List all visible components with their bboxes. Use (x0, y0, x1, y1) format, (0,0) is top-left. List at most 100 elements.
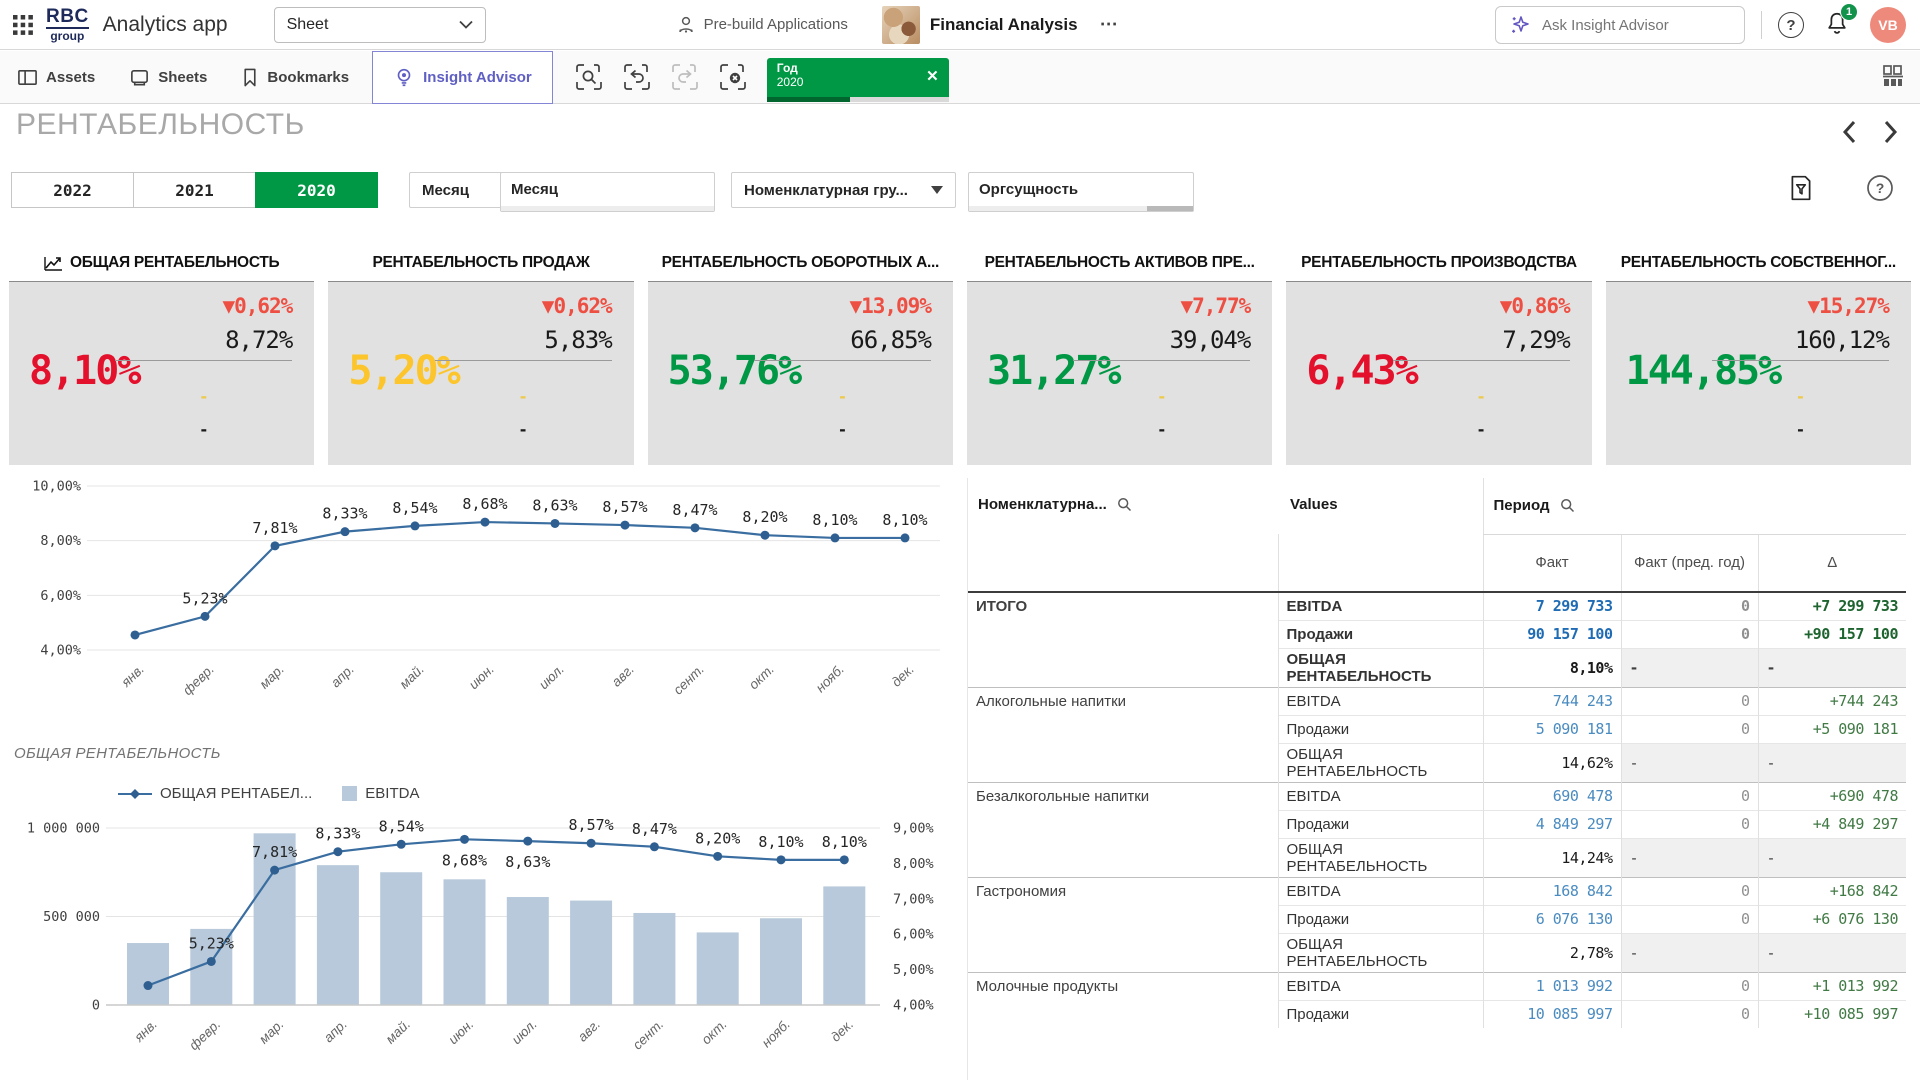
group-name-cell[interactable]: Безалкогольные напитки (968, 781, 1278, 877)
fact-cell[interactable]: 4 849 297 (1482, 809, 1621, 838)
prev-year-cell[interactable]: 0 (1620, 904, 1758, 933)
measure-cell[interactable]: ОБЩАЯ РЕНТАБЕЛЬНОСТЬ (1277, 647, 1483, 687)
delta-cell[interactable]: - (1757, 932, 1906, 972)
delta-cell[interactable]: +6 076 130 (1757, 904, 1906, 933)
sheet-help-button[interactable]: ? (1866, 174, 1894, 202)
kpi-card-1[interactable]: РЕНТАБЕЛЬНОСТЬ ПРОДАЖ 5,20% ▼0,62% 5,83% - - (328, 245, 634, 465)
scrollbar-thumb[interactable] (1147, 206, 1193, 211)
measure-cell[interactable]: ОБЩАЯ РЕНТАБЕЛЬНОСТЬ (1277, 932, 1483, 972)
measure-cell[interactable]: Продажи (1277, 999, 1483, 1028)
year-button-2022[interactable]: 2022 (11, 172, 134, 208)
bookmarks-button[interactable]: Bookmarks (224, 51, 366, 103)
fact-cell[interactable]: 6 076 130 (1482, 904, 1621, 933)
kpi-card-4[interactable]: РЕНТАБЕЛЬНОСТЬ ПРОИЗВОДСТВА 6,43% ▼0,86% 7,… (1286, 245, 1592, 465)
group-name-cell[interactable]: Алкогольные напитки (968, 686, 1278, 782)
delta-cell[interactable]: +168 842 (1757, 876, 1906, 905)
fact-cell[interactable]: 90 157 100 (1482, 619, 1621, 648)
sheet-selector-dropdown[interactable]: Sheet (273, 6, 486, 43)
user-avatar[interactable]: VB (1870, 7, 1906, 43)
measure-cell[interactable]: EBITDA (1277, 686, 1483, 715)
fact-cell[interactable]: 7 299 733 (1482, 591, 1621, 620)
more-options-button[interactable]: ⋯ (1099, 14, 1120, 34)
delta-cell[interactable]: +7 299 733 (1757, 591, 1906, 620)
next-sheet-button[interactable] (1883, 120, 1898, 144)
prebuild-applications-link[interactable]: Pre-build Applications (676, 15, 848, 35)
search-icon[interactable] (1117, 497, 1132, 512)
measure-cell[interactable]: Продажи (1277, 809, 1483, 838)
listbox-scrollbar[interactable] (501, 206, 714, 211)
step-back-button[interactable] (623, 63, 651, 91)
prev-year-cell[interactable]: 0 (1620, 686, 1758, 715)
fact-cell[interactable]: 14,62% (1482, 742, 1621, 782)
search-icon[interactable] (1560, 498, 1575, 513)
measure-cell[interactable]: EBITDA (1277, 591, 1483, 620)
measure-cell[interactable]: EBITDA (1277, 876, 1483, 905)
fact-cell[interactable]: 10 085 997 (1482, 999, 1621, 1028)
prev-year-cell[interactable]: 0 (1620, 619, 1758, 648)
kpi-card-3[interactable]: РЕНТАБЕЛЬНОСТЬ АКТИВОВ ПРЕ... 31,27% ▼7,77… (966, 245, 1273, 465)
sheets-button[interactable]: Sheets (112, 51, 224, 103)
delta-cell[interactable]: +4 849 297 (1757, 809, 1906, 838)
prev-year-cell[interactable]: 0 (1620, 999, 1758, 1028)
step-forward-button[interactable] (671, 63, 699, 91)
delta-cell[interactable]: - (1757, 647, 1906, 687)
measure-cell[interactable]: EBITDA (1277, 781, 1483, 810)
assets-button[interactable]: Assets (0, 51, 112, 103)
delta-cell[interactable]: +744 243 (1757, 686, 1906, 715)
prev-year-cell[interactable]: 0 (1620, 876, 1758, 905)
prev-year-cell[interactable]: - (1620, 932, 1758, 972)
group-name-cell[interactable]: ИТОГО (968, 591, 1278, 687)
prev-year-cell[interactable]: - (1620, 647, 1758, 687)
year-button-2020[interactable]: 2020 (255, 172, 378, 208)
notifications-button[interactable]: 1 (1824, 2, 1858, 41)
filter-pane-button[interactable] (1788, 174, 1814, 202)
delta-cell[interactable]: +5 090 181 (1757, 714, 1906, 743)
org-listbox[interactable]: Оргсущность (968, 172, 1194, 212)
delta-cell[interactable]: +690 478 (1757, 781, 1906, 810)
prev-year-cell[interactable]: - (1620, 837, 1758, 877)
measure-cell[interactable]: EBITDA (1277, 971, 1483, 1000)
fact-cell[interactable]: 14,24% (1482, 837, 1621, 877)
measure-cell[interactable]: Продажи (1277, 904, 1483, 933)
profitability-combo-chart[interactable]: ОБЩАЯ РЕНТАБЕЛЬНОСТЬ ОБЩАЯ РЕНТАБЕЛ... E… (0, 745, 965, 1080)
prev-year-cell[interactable]: 0 (1620, 714, 1758, 743)
prev-sheet-button[interactable] (1842, 120, 1857, 144)
legend-item-line[interactable]: ОБЩАЯ РЕНТАБЕЛ... (118, 785, 312, 802)
prev-year-cell[interactable]: 0 (1620, 971, 1758, 1000)
prev-year-cell[interactable]: 0 (1620, 591, 1758, 620)
month-listbox[interactable]: Месяц (500, 172, 715, 212)
delta-cell[interactable]: +1 013 992 (1757, 971, 1906, 1000)
nomenclature-dropdown[interactable]: Номенклатурная гру... (731, 172, 956, 208)
fact-cell[interactable]: 690 478 (1482, 781, 1621, 810)
clear-selections-button[interactable] (719, 63, 747, 91)
profitability-line-chart[interactable]: 10,00% 8,00% 6,00% 4,00% янв. 5,23% февр. 7,81%… (0, 470, 965, 720)
app-launcher-button[interactable] (0, 0, 46, 50)
help-button[interactable]: ? (1778, 12, 1804, 38)
fact-cell[interactable]: 5 090 181 (1482, 714, 1621, 743)
delta-cell[interactable]: +10 085 997 (1757, 999, 1906, 1028)
period-column-header[interactable]: Период (1482, 478, 1906, 535)
measure-cell[interactable]: ОБЩАЯ РЕНТАБЕЛЬНОСТЬ (1277, 837, 1483, 877)
group-name-cell[interactable]: Гастрономия (968, 876, 1278, 972)
kpi-card-0[interactable]: ОБЩАЯ РЕНТАБЕЛЬНОСТЬ 8,10% ▼0,62% 8,72% - - (9, 245, 315, 465)
measure-cell[interactable]: ОБЩАЯ РЕНТАБЕЛЬНОСТЬ (1277, 742, 1483, 782)
fact-cell[interactable]: 168 842 (1482, 876, 1621, 905)
group-name-cell[interactable]: Молочные продукты (968, 971, 1278, 1028)
insight-advisor-button[interactable]: Insight Advisor (372, 50, 553, 104)
pivot-dimension-header[interactable]: Номенклатурна... Values (968, 478, 1483, 534)
fact-cell[interactable]: 744 243 (1482, 686, 1621, 715)
subheader-2[interactable]: Δ (1757, 534, 1906, 593)
pivot-table-container[interactable]: Номенклатурна... Values Период Факт Факт (пр… (967, 478, 1907, 1080)
filter-chip-close-icon[interactable]: ✕ (926, 67, 939, 85)
delta-cell[interactable]: - (1757, 837, 1906, 877)
smart-search-button[interactable] (575, 63, 603, 91)
measure-cell[interactable]: Продажи (1277, 619, 1483, 648)
listbox-scrollbar[interactable] (969, 206, 1193, 211)
fact-cell[interactable]: 2,78% (1482, 932, 1621, 972)
prev-year-cell[interactable]: 0 (1620, 809, 1758, 838)
prev-year-cell[interactable]: - (1620, 742, 1758, 782)
measure-cell[interactable]: Продажи (1277, 714, 1483, 743)
sheet-layout-button[interactable] (1880, 63, 1906, 94)
kpi-card-2[interactable]: РЕНТАБЕЛЬНОСТЬ ОБОРОТНЫХ А... 53,76% ▼13,0… (647, 245, 953, 465)
delta-cell[interactable]: +90 157 100 (1757, 619, 1906, 648)
